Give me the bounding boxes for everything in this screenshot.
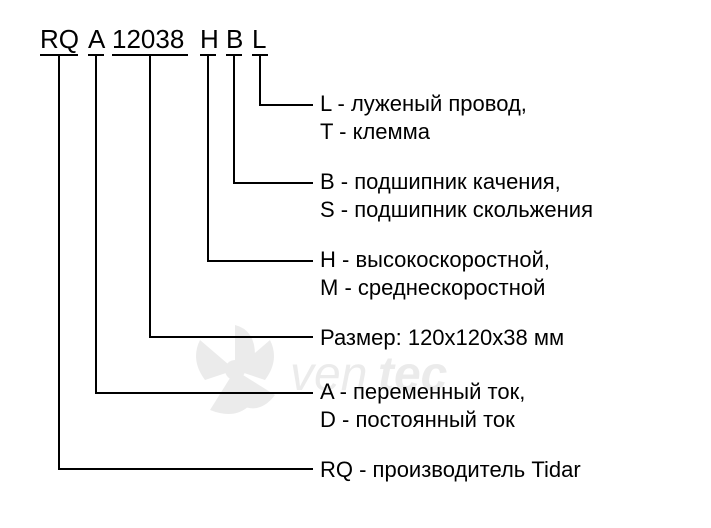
conn-size-v [149,54,151,336]
legend-h-line1: H - высокоскоростной, [320,247,550,272]
legend-a-line1: A - переменный ток, [320,379,525,404]
conn-a-h [95,392,313,394]
conn-l-h [259,104,313,106]
legend-h: H - высокоскоростной, M - среднескоростн… [320,246,550,301]
legend-a-line2: D - постоянный ток [320,406,525,434]
legend-l-line2: T - клемма [320,118,527,146]
legend-l: L - луженый провод, T - клемма [320,90,527,145]
conn-size-h [149,336,313,338]
code-size: 12038 [112,24,184,55]
legend-b: B - подшипник качения, S - подшипник ско… [320,168,593,223]
legend-rq: RQ - производитель Tidar [320,456,581,484]
conn-rq-v [58,54,60,468]
conn-l-v [259,54,261,104]
legend-b-line1: B - подшипник качения, [320,169,561,194]
legend-size-line1: Размер: 120х120х38 мм [320,325,564,350]
conn-b-v [233,54,235,182]
legend-l-line1: L - луженый провод, [320,91,527,116]
code-b: B [226,24,243,55]
conn-b-h [233,182,313,184]
legend-a: A - переменный ток, D - постоянный ток [320,378,525,433]
conn-rq-h [58,468,313,470]
conn-a-v [95,54,97,392]
legend-size: Размер: 120х120х38 мм [320,324,564,352]
legend-rq-line1: RQ - производитель Tidar [320,457,581,482]
legend-h-line2: M - среднескоростной [320,274,550,302]
conn-h-v [207,54,209,260]
code-h: H [200,24,219,55]
code-l: L [252,24,266,55]
code-a: A [88,24,105,55]
legend-b-line2: S - подшипник скольжения [320,196,593,224]
code-rq: RQ [40,24,79,55]
conn-h-h [207,260,313,262]
